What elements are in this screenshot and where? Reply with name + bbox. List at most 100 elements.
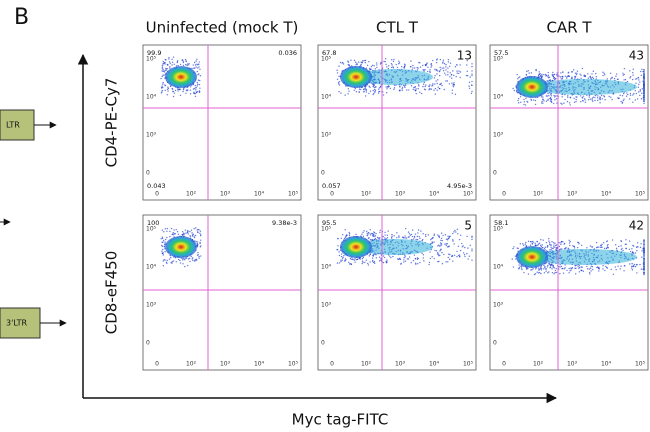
event-dot: [373, 253, 375, 255]
event-dot: [575, 100, 577, 103]
event-dot: [358, 257, 360, 259]
event-dot: [438, 236, 441, 239]
event-dot: [345, 259, 347, 261]
event-dot: [195, 258, 198, 261]
event-dot: [446, 243, 448, 245]
event-dot: [433, 234, 435, 237]
event-dot: [447, 74, 449, 76]
event-dot: [451, 92, 453, 94]
event-dot: [419, 91, 421, 93]
event-dot: [429, 257, 431, 260]
event-dot: [564, 264, 566, 266]
event-dot: [560, 265, 563, 268]
event-dot: [466, 235, 468, 238]
event-dot: [443, 67, 445, 69]
event-dot: [188, 257, 191, 260]
event-dot: [378, 87, 381, 89]
event-dot: [171, 87, 173, 90]
event-dot: [197, 251, 199, 254]
event-dot: [434, 93, 437, 95]
event-dot: [193, 235, 195, 237]
event-dot: [634, 90, 636, 92]
event-dot: [387, 230, 389, 232]
event-dot: [632, 265, 635, 268]
event-dot: [385, 86, 387, 88]
event-dot: [446, 80, 449, 82]
event-dot: [448, 235, 451, 238]
event-dot: [383, 256, 386, 259]
event-dot: [382, 94, 385, 96]
event-dot: [632, 245, 635, 247]
event-dot: [636, 98, 639, 100]
event-dot: [579, 95, 582, 97]
event-dot: [573, 97, 575, 100]
event-dot: [409, 234, 412, 236]
event-dot: [523, 271, 525, 274]
event-dot: [586, 247, 588, 249]
event-dot: [643, 79, 645, 81]
event-dot: [565, 77, 568, 79]
event-dot: [403, 66, 405, 69]
event-dot: [512, 266, 515, 268]
event-dot: [361, 262, 363, 265]
event-dot: [580, 101, 582, 103]
event-dot: [384, 237, 386, 239]
event-dot: [575, 73, 578, 76]
event-dot: [540, 272, 542, 275]
event-dot: [602, 71, 604, 73]
event-dot: [194, 92, 197, 95]
event-dot: [584, 99, 586, 101]
event-dot: [161, 75, 163, 78]
event-dot: [199, 242, 201, 245]
event-dot: [181, 234, 184, 237]
event-dot: [355, 90, 358, 93]
event-dot: [198, 63, 200, 65]
event-dot: [562, 272, 565, 274]
event-dot: [372, 233, 374, 235]
event-dot: [198, 90, 201, 92]
event-dot: [554, 271, 556, 274]
event-dot: [197, 231, 199, 234]
event-dot: [562, 241, 564, 243]
x-tick-label: 10³: [395, 191, 406, 198]
event-dot: [530, 241, 532, 243]
event-dot: [519, 243, 521, 245]
event-dot: [599, 98, 601, 101]
event-dot: [339, 61, 342, 64]
event-dot: [611, 98, 613, 101]
event-dot: [634, 99, 636, 101]
event-dot: [338, 254, 341, 257]
event-dot: [553, 267, 556, 269]
x-tick-label: 0: [502, 361, 506, 368]
event-dot: [344, 85, 347, 87]
event-dot: [643, 71, 645, 73]
event-dot: [641, 256, 643, 258]
event-dot: [443, 62, 446, 65]
event-dot: [552, 266, 554, 268]
event-dot: [553, 94, 555, 97]
event-dot: [195, 91, 198, 93]
y-tick-label: 10⁵: [493, 226, 504, 233]
event-dot: [447, 71, 449, 73]
event-dot: [424, 88, 427, 91]
event-dot: [338, 80, 341, 83]
event-dot: [643, 240, 645, 243]
event-dot: [446, 239, 449, 241]
event-dot: [365, 89, 367, 92]
event-dot: [629, 98, 631, 100]
event-dot: [592, 268, 594, 271]
event-dot: [404, 256, 406, 258]
event-dot: [541, 244, 544, 246]
event-dot: [547, 99, 549, 102]
event-dot: [431, 84, 434, 86]
event-dot: [439, 242, 442, 244]
event-dot: [567, 96, 569, 98]
event-dot: [343, 254, 345, 257]
event-dot: [527, 101, 529, 103]
event-dot: [643, 102, 645, 105]
event-dot: [632, 101, 634, 104]
event-dot: [471, 73, 473, 75]
event-dot: [437, 245, 439, 247]
event-dot: [419, 261, 421, 264]
event-dot: [543, 264, 545, 267]
